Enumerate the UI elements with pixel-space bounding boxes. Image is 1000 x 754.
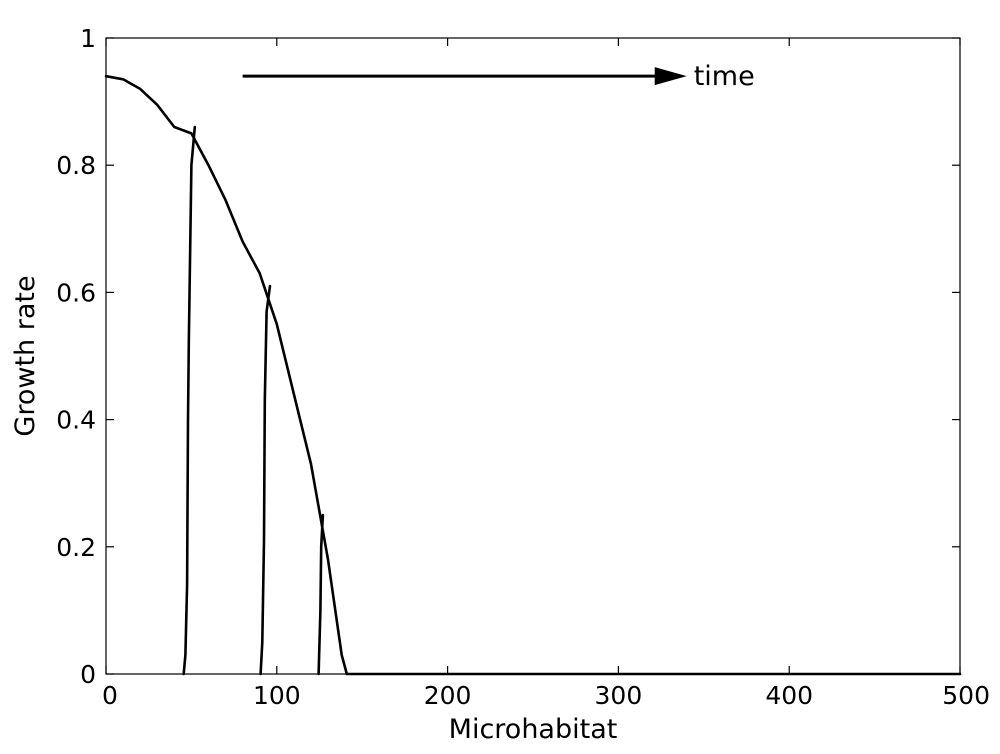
x-tick-label: 0	[102, 681, 118, 710]
y-axis-title: Growth rate	[10, 275, 41, 436]
time-annotation-label: time	[694, 61, 755, 92]
x-tick-label: 300	[595, 681, 643, 710]
x-axis-ticks: 0 100 200 300 400 500	[102, 38, 990, 710]
series-group	[104, 74, 962, 676]
y-tick-label: 1	[80, 24, 96, 53]
series-line-1	[104, 74, 962, 676]
annotation: time	[242, 61, 755, 92]
y-tick-label: 0.2	[56, 533, 96, 562]
y-tick-label: 0.6	[56, 278, 96, 307]
series-line-3	[259, 284, 272, 676]
x-axis-title: Microhabitat	[449, 714, 618, 745]
x-tick-label: 400	[765, 681, 813, 710]
plot-frame	[105, 37, 961, 675]
y-tick-label: 0	[80, 660, 96, 689]
y-tick-label: 0.8	[56, 151, 96, 180]
x-tick-label: 100	[253, 681, 301, 710]
x-tick-label: 500	[942, 681, 990, 710]
series-line-4	[317, 513, 325, 676]
y-axis-ticks: 0 0.2 0.4 0.6 0.8 1	[56, 24, 960, 689]
series-line-2	[182, 125, 197, 676]
x-tick-label: 200	[424, 681, 472, 710]
y-tick-label: 0.4	[56, 406, 96, 435]
time-arrow-head	[654, 67, 687, 86]
